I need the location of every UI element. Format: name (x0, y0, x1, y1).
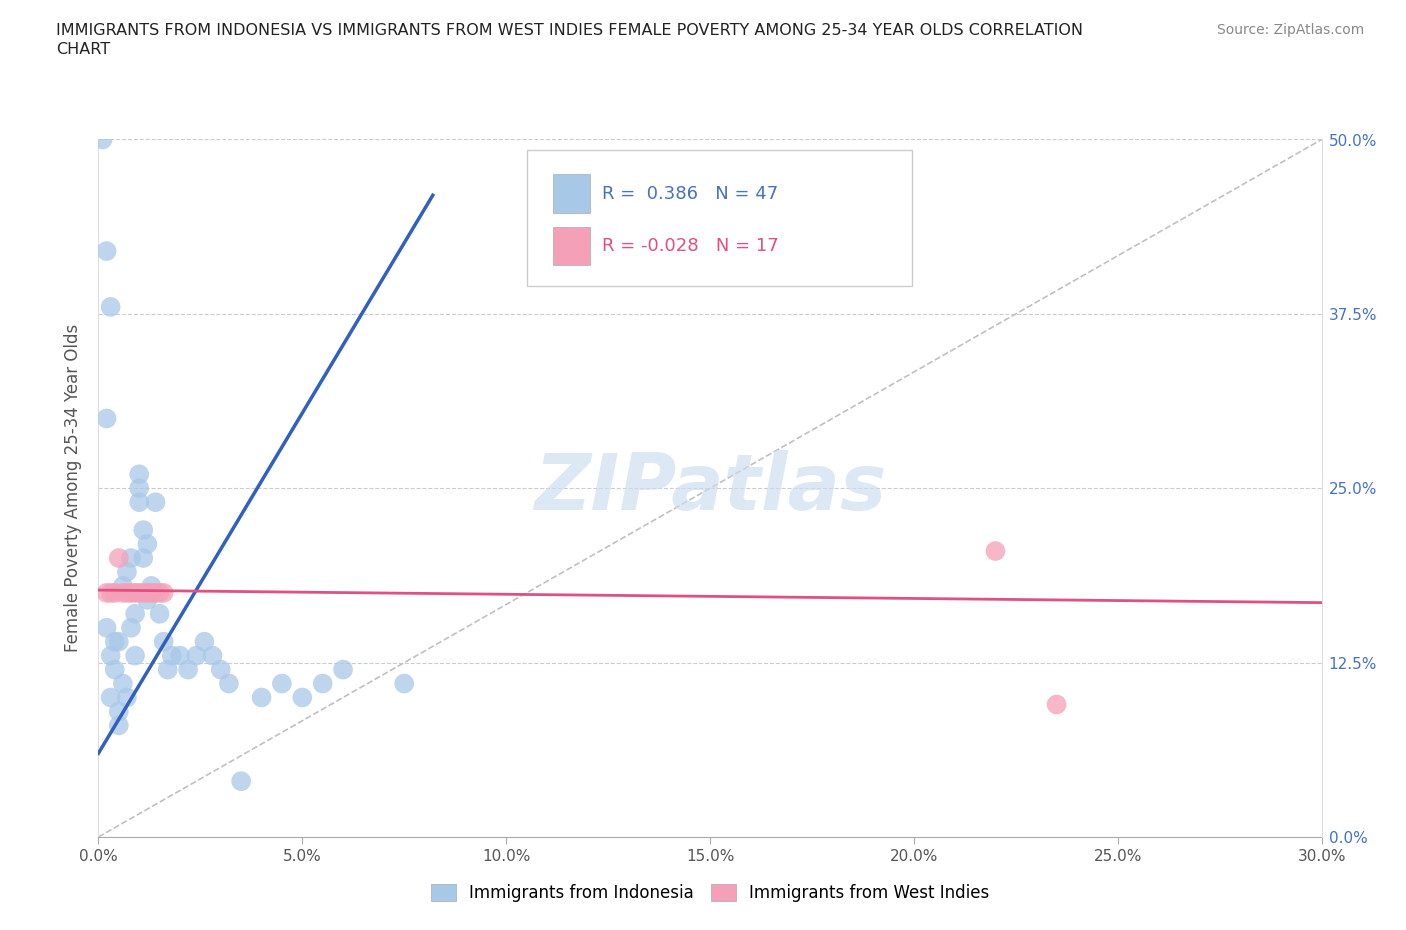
Point (108, 551, 131, 565)
Point (111, 676, 134, 691)
Text: R =  0.386   N = 47: R = 0.386 N = 47 (602, 185, 779, 203)
Point (115, 586, 138, 601)
Point (291, 690, 314, 705)
Point (312, 676, 335, 691)
Point (124, 648, 146, 663)
Point (111, 578, 134, 593)
Point (100, 690, 122, 705)
Point (132, 586, 155, 601)
Point (201, 648, 224, 663)
Point (193, 634, 215, 649)
Point (96, 586, 118, 601)
Point (156, 662, 179, 677)
Point (108, 704, 131, 719)
Point (100, 299, 122, 314)
Point (1045, 698, 1069, 712)
Point (177, 662, 200, 677)
Text: Source: ZipAtlas.com: Source: ZipAtlas.com (1216, 23, 1364, 37)
Point (115, 565, 138, 579)
Point (209, 662, 232, 677)
Point (152, 634, 174, 649)
Point (104, 634, 127, 649)
Point (218, 676, 240, 691)
Point (152, 586, 174, 601)
Point (120, 551, 142, 565)
Point (149, 606, 172, 621)
Point (132, 523, 155, 538)
Point (132, 551, 155, 565)
Point (100, 648, 122, 663)
Point (96, 620, 118, 635)
Point (91, 132, 114, 147)
Point (96, 411, 118, 426)
Point (160, 648, 183, 663)
FancyBboxPatch shape (554, 175, 591, 213)
Point (186, 648, 208, 663)
Point (115, 690, 138, 705)
Point (231, 774, 253, 789)
Point (136, 592, 159, 607)
Point (145, 586, 167, 601)
Point (100, 586, 122, 601)
Point (120, 620, 142, 635)
Point (136, 586, 159, 601)
Point (120, 586, 142, 601)
Point (111, 586, 134, 601)
Legend: Immigrants from Indonesia, Immigrants from West Indies: Immigrants from Indonesia, Immigrants fr… (425, 877, 995, 909)
FancyBboxPatch shape (554, 227, 591, 265)
Point (128, 481, 150, 496)
Point (124, 606, 146, 621)
Point (984, 543, 1007, 558)
Point (124, 586, 146, 601)
Point (145, 495, 167, 510)
Point (104, 662, 127, 677)
Text: CHART: CHART (56, 42, 110, 57)
Text: ZIPatlas: ZIPatlas (534, 450, 886, 526)
Point (250, 690, 273, 705)
Point (104, 586, 127, 601)
Point (141, 586, 163, 601)
Text: R = -0.028   N = 17: R = -0.028 N = 17 (602, 237, 779, 255)
Point (270, 676, 294, 691)
Point (128, 495, 150, 510)
FancyBboxPatch shape (526, 150, 912, 286)
Point (332, 662, 354, 677)
Point (141, 578, 163, 593)
Point (149, 586, 172, 601)
Point (169, 648, 191, 663)
Point (128, 586, 150, 601)
Point (392, 676, 416, 691)
Point (108, 634, 131, 649)
Point (128, 467, 150, 482)
Text: IMMIGRANTS FROM INDONESIA VS IMMIGRANTS FROM WEST INDIES FEMALE POVERTY AMONG 25: IMMIGRANTS FROM INDONESIA VS IMMIGRANTS … (56, 23, 1083, 38)
Point (96, 244, 118, 259)
Y-axis label: Female Poverty Among 25-34 Year Olds: Female Poverty Among 25-34 Year Olds (65, 325, 83, 652)
Point (108, 718, 131, 733)
Point (136, 537, 159, 551)
